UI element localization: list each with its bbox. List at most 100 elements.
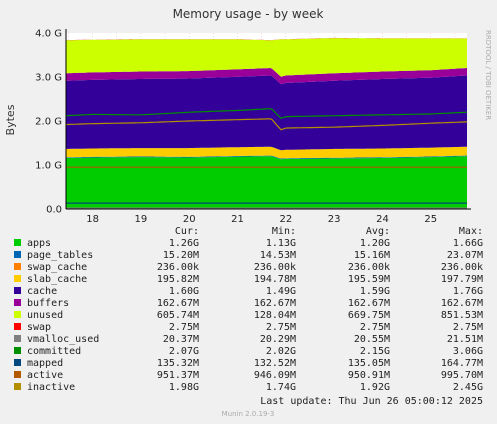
legend-value-max: 23.07M xyxy=(447,250,483,261)
legend-value-min: 20.29M xyxy=(260,334,296,345)
legend-row: slab_cache 195.82M 194.78M 195.59M 197.79M xyxy=(14,274,483,285)
legend-value-min: 194.78M xyxy=(254,274,296,285)
plot-axes xyxy=(65,29,471,210)
legend-value-cur: 236.00k xyxy=(157,262,199,273)
y-tick-label: 1.0 G xyxy=(35,161,62,172)
area-cache xyxy=(66,75,467,151)
legend-value-avg: 236.00k xyxy=(348,262,390,273)
legend-value-max: 236.00k xyxy=(441,262,483,273)
legend-swatch xyxy=(14,359,21,366)
legend-header-cur: Cur: xyxy=(175,226,199,237)
legend-row: cache 1.60G 1.49G 1.59G 1.76G xyxy=(14,286,483,297)
legend-value-cur: 1.98G xyxy=(169,382,199,393)
legend-series-name: committed xyxy=(27,346,81,357)
legend-value-avg: 950.91M xyxy=(348,370,390,381)
legend-value-min: 128.04M xyxy=(254,310,296,321)
x-tick-label: 23 xyxy=(328,214,341,225)
legend-header-max: Max: xyxy=(459,226,483,237)
legend-value-min: 162.67M xyxy=(254,298,296,309)
legend: Cur: Min: Avg: Max: apps 1.26G 1.13G 1.20G 1.66G… xyxy=(14,226,483,393)
legend-series-name: vmalloc_used xyxy=(27,334,99,345)
legend-row: page_tables 15.20M 14.53M 15.16M 23.07M xyxy=(14,250,483,261)
legend-value-max: 3.06G xyxy=(453,346,483,357)
legend-row: mapped 135.32M 132.52M 135.05M 164.77M xyxy=(14,358,483,369)
y-tick-label: 3.0 G xyxy=(35,73,62,84)
legend-value-max: 1.66G xyxy=(453,238,483,249)
legend-value-max: 2.75M xyxy=(453,322,483,333)
area-unused xyxy=(66,38,467,77)
x-tick-label: 22 xyxy=(279,214,292,225)
chart-title: Memory usage - by week xyxy=(173,7,324,21)
legend-swatch xyxy=(14,275,21,282)
legend-value-avg: 2.15G xyxy=(360,346,390,357)
legend-value-min: 1.13G xyxy=(266,238,296,249)
line-inactive xyxy=(66,118,467,131)
legend-value-max: 197.79M xyxy=(441,274,483,285)
legend-series-name: mapped xyxy=(27,358,63,369)
legend-row: inactive 1.98G 1.74G 1.92G 2.45G xyxy=(14,382,483,393)
legend-header-avg: Avg: xyxy=(366,226,390,237)
legend-value-min: 132.52M xyxy=(254,358,296,369)
legend-row: vmalloc_used 20.37M 20.29M 20.55M 21.51M xyxy=(14,334,483,345)
rrdtool-credit: RRDTOOL / TOBI OETIKER xyxy=(484,30,492,120)
legend-series-name: cache xyxy=(27,286,57,297)
x-tick-label: 20 xyxy=(183,214,196,225)
munin-version: Munin 2.0.19-3 xyxy=(222,410,275,418)
legend-value-max: 164.77M xyxy=(441,358,483,369)
legend-series-name: unused xyxy=(27,310,63,321)
area-slab_cache xyxy=(66,146,467,159)
legend-value-max: 1.76G xyxy=(453,286,483,297)
legend-value-cur: 951.37M xyxy=(157,370,199,381)
legend-value-cur: 2.07G xyxy=(169,346,199,357)
legend-value-cur: 1.26G xyxy=(169,238,199,249)
legend-value-max: 851.53M xyxy=(441,310,483,321)
legend-series-name: inactive xyxy=(27,382,75,393)
legend-row: swap_cache 236.00k 236.00k 236.00k 236.00k xyxy=(14,262,483,273)
legend-row: unused 605.74M 128.04M 669.75M 851.53M xyxy=(14,310,483,321)
legend-row: buffers 162.67M 162.67M 162.67M 162.67M xyxy=(14,298,483,309)
legend-row: apps 1.26G 1.13G 1.20G 1.66G xyxy=(14,238,483,249)
legend-value-max: 162.67M xyxy=(441,298,483,309)
legend-series-name: slab_cache xyxy=(27,274,87,285)
legend-swatch xyxy=(14,347,21,354)
legend-value-min: 2.75M xyxy=(266,322,296,333)
area-buffers xyxy=(66,68,467,85)
y-tick-labels: 0.0 1.0 G 2.0 G 3.0 G 4.0 G xyxy=(35,29,62,216)
legend-swatch xyxy=(14,311,21,318)
legend-value-avg: 1.59G xyxy=(360,286,390,297)
legend-value-max: 21.51M xyxy=(447,334,483,345)
legend-swatch xyxy=(14,323,21,330)
legend-series-name: buffers xyxy=(27,298,69,309)
x-tick-label: 24 xyxy=(376,214,389,225)
legend-value-avg: 669.75M xyxy=(348,310,390,321)
legend-value-avg: 135.05M xyxy=(348,358,390,369)
y-tick-label: 4.0 G xyxy=(35,29,62,40)
last-update: Last update: Thu Jun 26 05:00:12 2025 xyxy=(260,396,483,407)
legend-value-cur: 1.60G xyxy=(169,286,199,297)
x-tick-labels: 18 19 20 21 22 23 24 25 xyxy=(86,214,437,225)
legend-value-min: 2.02G xyxy=(266,346,296,357)
legend-value-avg: 1.92G xyxy=(360,382,390,393)
legend-swatch xyxy=(14,251,21,258)
legend-swatch xyxy=(14,371,21,378)
legend-value-cur: 15.20M xyxy=(163,250,199,261)
legend-value-min: 1.49G xyxy=(266,286,296,297)
legend-value-cur: 135.32M xyxy=(157,358,199,369)
x-tick-label: 25 xyxy=(424,214,437,225)
legend-series-name: swap xyxy=(27,322,51,333)
stacked-areas xyxy=(66,37,467,209)
legend-value-avg: 195.59M xyxy=(348,274,390,285)
legend-series-name: page_tables xyxy=(27,250,93,261)
legend-value-avg: 162.67M xyxy=(348,298,390,309)
legend-series-name: apps xyxy=(27,238,51,249)
y-tick-label: 2.0 G xyxy=(35,117,62,128)
legend-swatch xyxy=(14,383,21,390)
legend-value-min: 946.09M xyxy=(254,370,296,381)
legend-row: committed 2.07G 2.02G 2.15G 3.06G xyxy=(14,346,483,357)
legend-value-max: 995.70M xyxy=(441,370,483,381)
legend-value-max: 2.45G xyxy=(453,382,483,393)
legend-series-name: active xyxy=(27,370,63,381)
y-axis-label: Bytes xyxy=(4,104,17,135)
legend-value-cur: 20.37M xyxy=(163,334,199,345)
